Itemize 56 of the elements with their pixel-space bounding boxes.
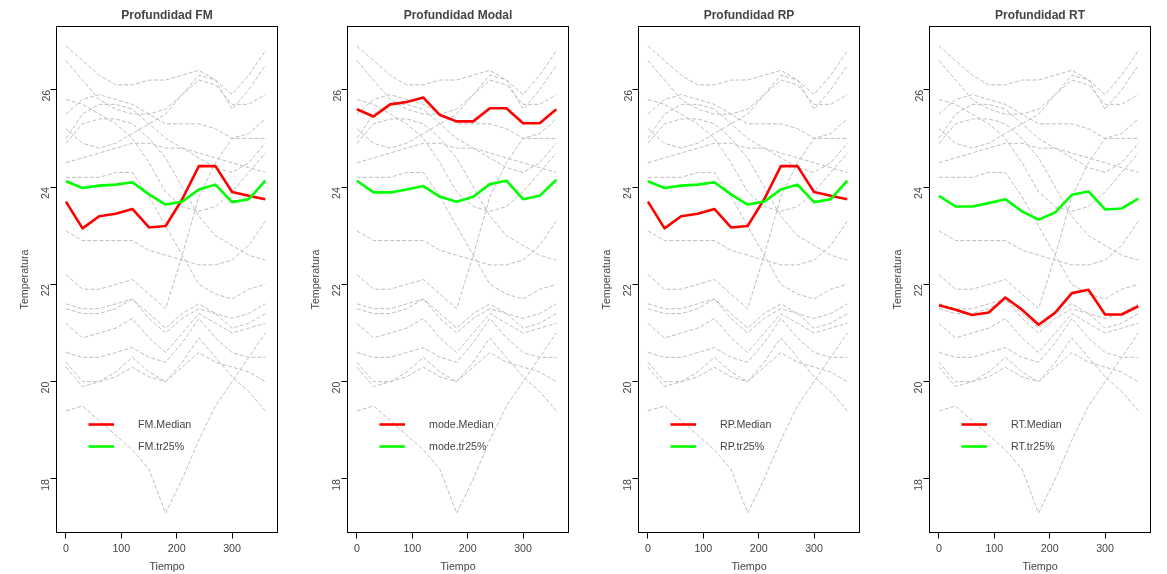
y-tick-label: 24 (912, 186, 925, 199)
y-tick-label: 24 (621, 186, 634, 199)
legend-label: FM.Median (138, 418, 192, 430)
x-tick-label: 100 (985, 541, 1004, 554)
legend-label: RT.tr25% (1011, 440, 1055, 452)
y-tick-label: 18 (330, 478, 343, 491)
y-tick-label: 22 (621, 284, 634, 297)
x-axis-title: Tiempo (149, 559, 185, 572)
x-axis-title: Tiempo (1022, 559, 1058, 572)
chart-title: Profundidad Modal (403, 7, 513, 22)
legend-label: FM.tr25% (138, 440, 185, 452)
y-tick-label: 18 (912, 478, 925, 491)
x-axis-title: Tiempo (440, 559, 476, 572)
legend-label: mode.tr25% (429, 440, 487, 452)
x-tick-label: 300 (223, 541, 242, 554)
legend-label: RT.Median (1011, 418, 1062, 430)
x-tick-label: 300 (805, 541, 824, 554)
chart-title: Profundidad FM (121, 7, 213, 22)
y-tick-label: 24 (39, 186, 52, 199)
y-axis-title: Temperatura (308, 249, 321, 310)
chart-title: Profundidad RP (703, 7, 795, 22)
y-axis-title: Temperatura (17, 249, 30, 310)
legend-label: mode.Median (429, 418, 494, 430)
y-tick-label: 20 (621, 381, 634, 394)
y-tick-label: 20 (912, 381, 925, 394)
y-tick-label: 20 (39, 381, 52, 394)
x-tick-label: 0 (62, 541, 69, 554)
legend-label: RP.Median (720, 418, 772, 430)
y-tick-label: 20 (330, 381, 343, 394)
x-tick-label: 100 (694, 541, 713, 554)
y-tick-label: 26 (39, 89, 52, 102)
x-tick-label: 0 (644, 541, 651, 554)
x-tick-label: 200 (1040, 541, 1059, 554)
x-tick-label: 200 (749, 541, 768, 554)
y-tick-label: 22 (912, 284, 925, 297)
y-tick-label: 22 (39, 284, 52, 297)
x-tick-label: 100 (403, 541, 422, 554)
y-tick-label: 18 (39, 478, 52, 491)
x-tick-label: 200 (458, 541, 477, 554)
x-axis-title: Tiempo (731, 559, 767, 572)
x-tick-label: 200 (167, 541, 186, 554)
y-tick-label: 22 (330, 284, 343, 297)
y-tick-label: 26 (330, 89, 343, 102)
y-axis-title: Temperatura (890, 249, 903, 310)
x-tick-label: 300 (514, 541, 533, 554)
y-axis-title: Temperatura (599, 249, 612, 310)
y-tick-label: 26 (621, 89, 634, 102)
y-tick-label: 26 (912, 89, 925, 102)
legend-label: RP.tr25% (720, 440, 765, 452)
x-tick-label: 0 (935, 541, 942, 554)
chart-title: Profundidad RT (995, 7, 1086, 22)
y-tick-label: 24 (330, 186, 343, 199)
x-tick-label: 300 (1096, 541, 1115, 554)
x-tick-label: 100 (112, 541, 131, 554)
y-tick-label: 18 (621, 478, 634, 491)
x-tick-label: 0 (353, 541, 360, 554)
